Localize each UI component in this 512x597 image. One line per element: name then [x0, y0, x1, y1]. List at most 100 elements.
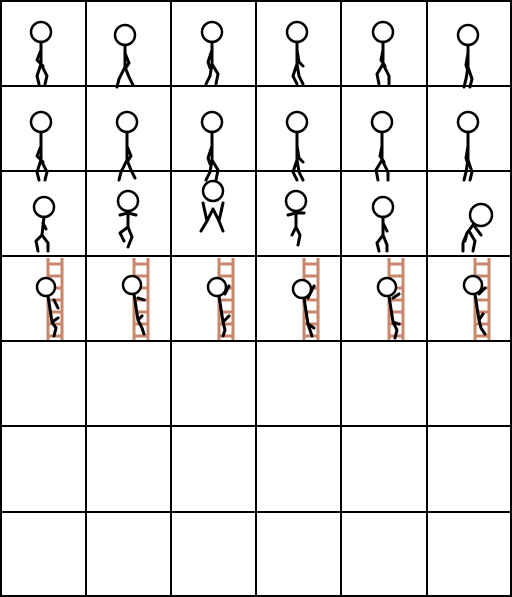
stick-figure-walk: [285, 110, 309, 182]
sprite-cell-empty-3-6: [427, 512, 512, 597]
leg: [39, 158, 49, 182]
sprite-cell-walk-a-2: [86, 0, 171, 89]
sprite-frame-crouch: [32, 195, 56, 253]
sprite-frame-climb: [121, 258, 150, 340]
leg: [39, 62, 49, 86]
stick-figure-jump-peak: [199, 179, 225, 233]
sprite-cell-walk-b-6: [427, 86, 512, 182]
leg: [123, 65, 135, 87]
sprite-cell-climb-1: [0, 256, 86, 341]
sprite-cell-empty-1-1: [0, 341, 86, 426]
leg: [467, 229, 477, 253]
head: [121, 274, 143, 296]
sprite-frame-walk: [200, 110, 224, 182]
arm: [391, 292, 401, 300]
head: [371, 195, 395, 219]
stick-figure-walk: [456, 110, 480, 182]
sprite-cell-empty-1-4: [256, 341, 341, 426]
sprite-cell-jump-6: [427, 171, 512, 256]
leg: [136, 314, 144, 322]
stick-figure-walk: [115, 110, 139, 182]
head: [371, 20, 395, 44]
leg: [35, 62, 43, 86]
head: [456, 23, 480, 47]
stick-figure-walk: [29, 20, 53, 86]
sprite-frame-walk: [285, 20, 309, 86]
leg: [50, 320, 58, 338]
sprite-frame-walk: [371, 20, 395, 86]
leg: [306, 322, 316, 330]
leg: [466, 65, 474, 89]
sprite-cell-climb-5: [341, 256, 427, 341]
leg: [126, 225, 134, 249]
arm: [201, 201, 209, 223]
head: [200, 20, 224, 44]
sprite-cell-empty-2-2: [86, 426, 171, 512]
leg: [199, 219, 209, 233]
arm: [381, 221, 389, 233]
stick-figure-crouch: [32, 195, 56, 253]
stick-figure-climb: [462, 274, 487, 336]
sprite-cell-empty-2-6: [427, 426, 512, 512]
stick-figure-walk: [113, 23, 137, 89]
head: [200, 110, 224, 134]
sprite-cell-empty-2-3: [171, 426, 256, 512]
leg: [295, 158, 305, 182]
sprite-cell-walk-b-4: [256, 86, 341, 182]
sprite-frame-climb: [291, 258, 320, 340]
sprite-cell-climb-4: [256, 256, 341, 341]
arm: [217, 201, 225, 223]
leg: [294, 225, 302, 247]
sprite-frame-jump-fall: [284, 189, 308, 247]
sprite-frame-walk: [456, 23, 480, 89]
sprite-cell-walk-b-5: [341, 86, 427, 182]
sprite-cell-climb-6: [427, 256, 512, 341]
leg: [210, 62, 220, 86]
sprite-frame-climb: [376, 258, 405, 340]
leg: [40, 233, 50, 253]
leg: [204, 62, 214, 86]
leg: [381, 233, 389, 253]
sprite-cell-empty-1-5: [341, 341, 427, 426]
sprite-cell-walk-b-2: [86, 86, 171, 182]
sprite-frame-roll: [461, 202, 494, 253]
leg: [115, 65, 127, 89]
stick-figure-climb: [121, 274, 146, 336]
leg: [221, 314, 231, 324]
sprite-cell-walk-a-4: [256, 0, 341, 86]
sprite-frame-walk: [200, 20, 224, 86]
torso: [473, 292, 481, 322]
head: [115, 110, 139, 134]
stick-figure-walk: [456, 23, 480, 89]
stick-figure-walk: [285, 20, 309, 86]
leg: [375, 62, 385, 86]
sprite-cell-empty-2-4: [256, 426, 341, 512]
sprite-cell-empty-1-2: [86, 341, 171, 426]
ladder: [217, 258, 235, 340]
head: [468, 202, 494, 228]
sprite-cell-empty-3-3: [171, 512, 256, 597]
arm: [41, 221, 48, 231]
sprite-cell-jump-5: [341, 171, 427, 256]
leg: [117, 158, 129, 182]
stick-figure-roll: [461, 202, 494, 253]
stick-figure-jump-fall: [284, 189, 308, 247]
sprite-cell-walk-b-1: [0, 86, 86, 182]
leg: [291, 158, 299, 182]
leg: [462, 65, 470, 89]
sprite-frame-walk: [113, 23, 137, 89]
torso: [132, 292, 140, 322]
arm: [136, 296, 146, 302]
stick-figure-walk: [29, 110, 53, 182]
stick-figure-climb: [376, 276, 401, 340]
leg: [461, 231, 469, 253]
sprite-cell-walk-a-5: [341, 0, 427, 86]
leg: [380, 158, 390, 182]
head: [35, 276, 57, 298]
sprite-cell-walk-a-6: [427, 0, 512, 89]
sprite-frame-walk: [29, 20, 53, 86]
leg: [375, 233, 385, 253]
arm: [206, 48, 214, 70]
sprite-frame-walk: [285, 110, 309, 182]
stick-figure-climb: [206, 276, 231, 338]
